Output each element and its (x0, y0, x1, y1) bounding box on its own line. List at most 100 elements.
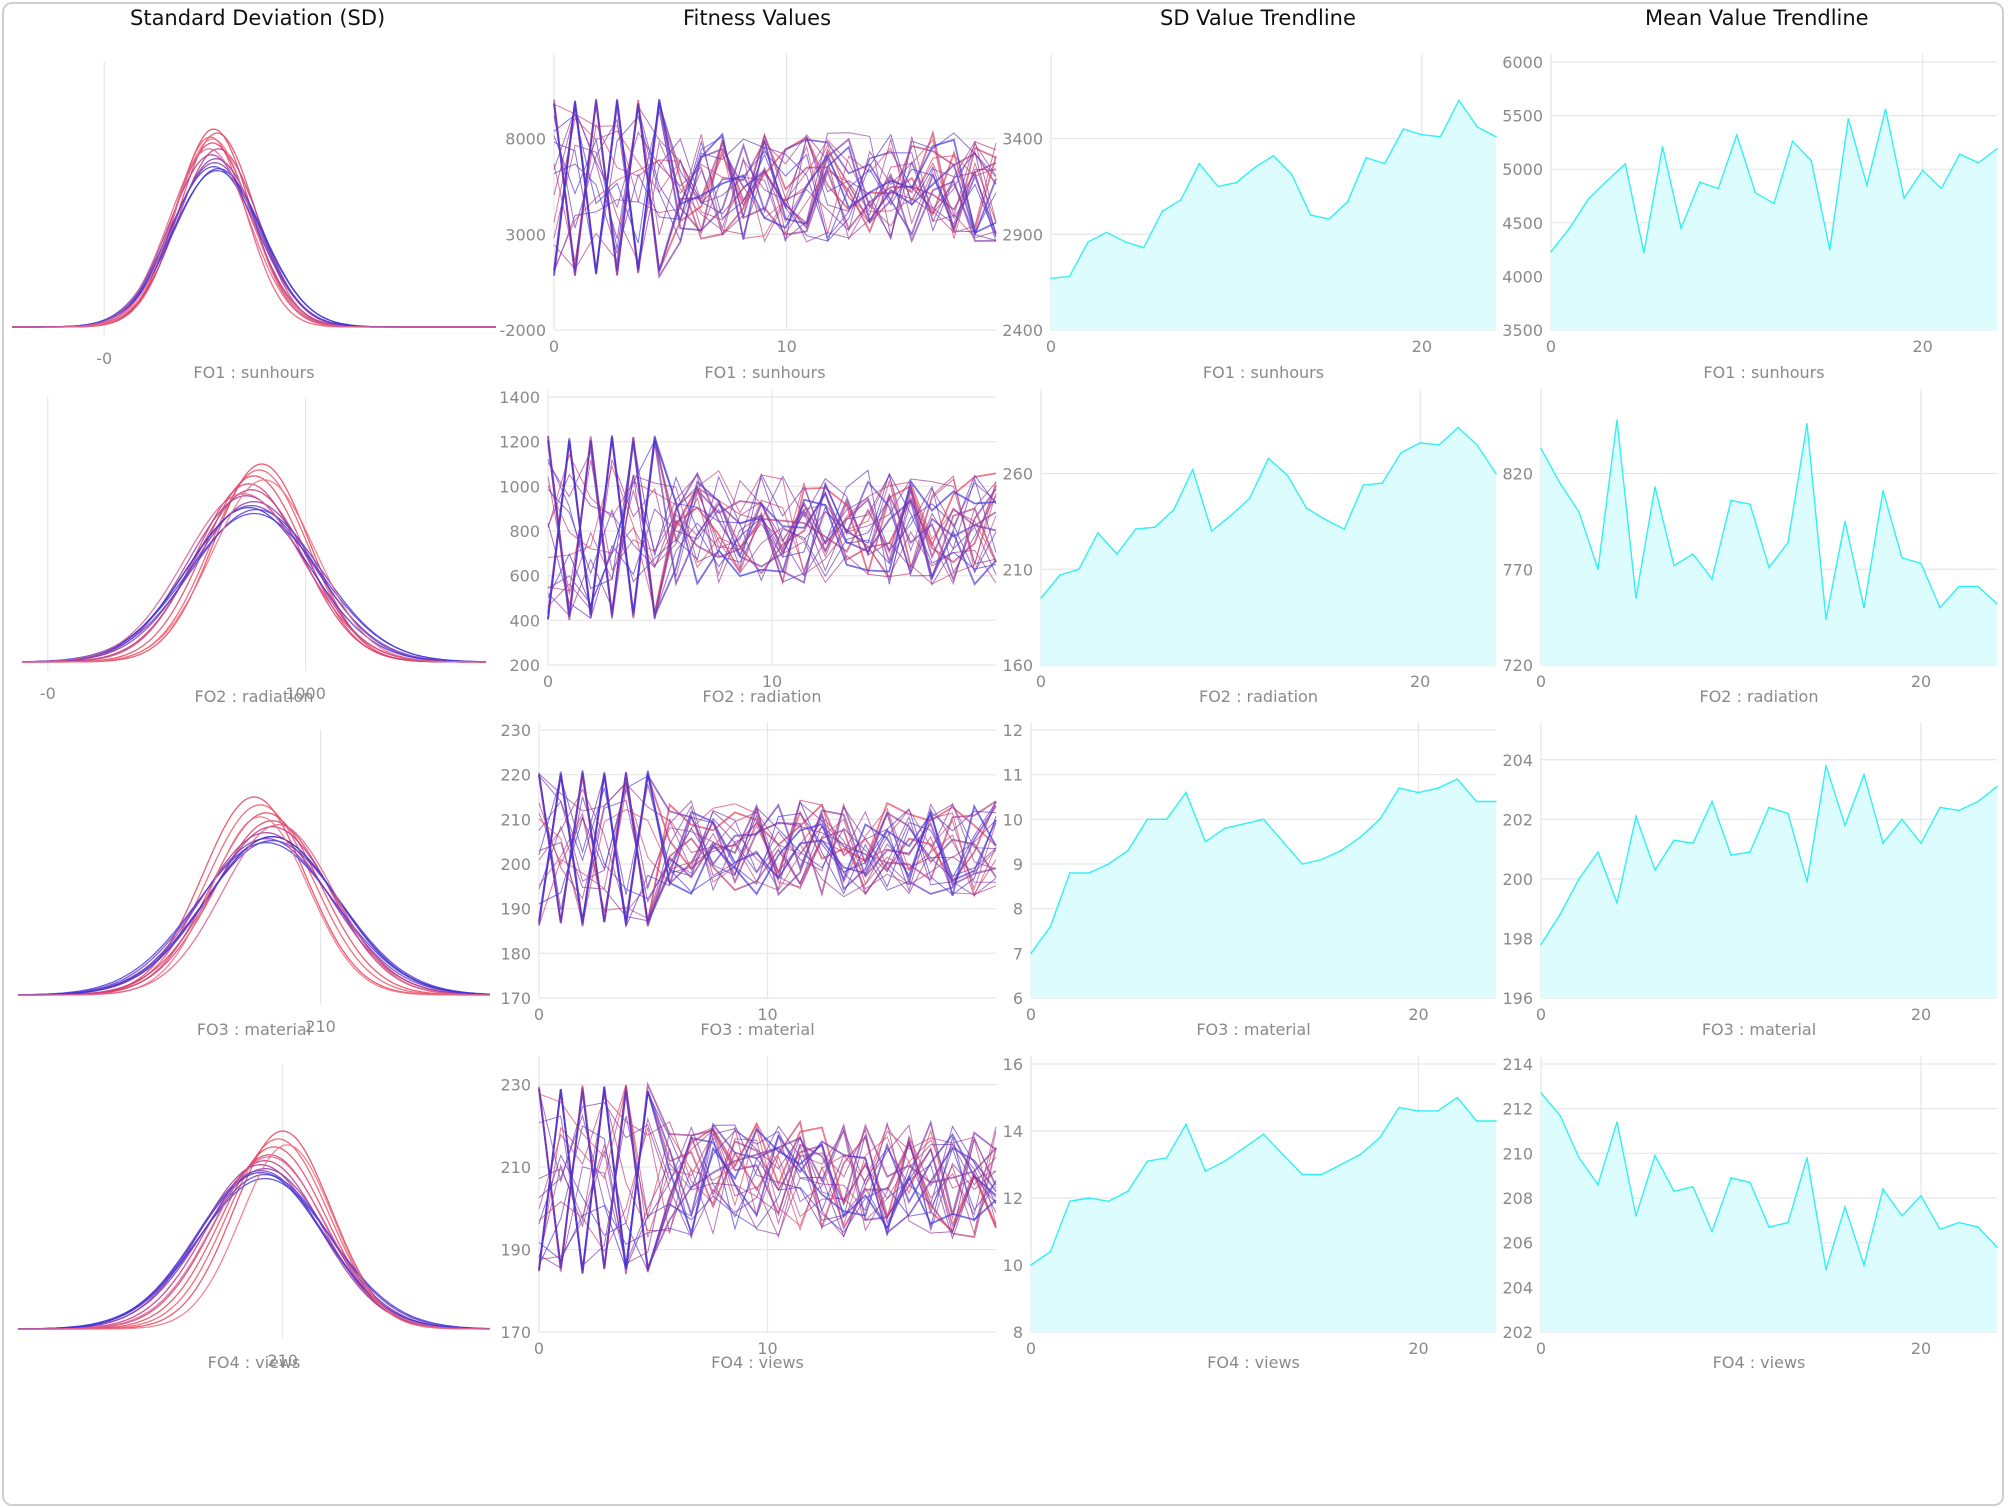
fitness-series-line (538, 1124, 997, 1269)
sd-curve (22, 475, 486, 663)
x-tick-label: -0 (40, 684, 56, 703)
sd-curve (22, 512, 486, 663)
trend-point (1578, 1157, 1580, 1159)
y-tick-label: 210 (500, 810, 531, 829)
trend-point (1161, 210, 1164, 213)
chart-label: FO4 : views (1207, 1353, 1300, 1372)
x-tick-label: 20 (1410, 672, 1430, 691)
trend-point (1958, 1221, 1960, 1224)
sd-curve (18, 1173, 491, 1330)
fitness-series-line (547, 474, 997, 583)
trend-point (1456, 778, 1459, 780)
chart-label: FO2 : radiation (703, 687, 822, 706)
trend-point (1736, 134, 1738, 136)
x-tick-label: 0 (534, 1339, 544, 1358)
x-tick-label: 0 (1036, 672, 1046, 691)
trend-point (1198, 162, 1201, 165)
trend-point (1540, 943, 1542, 946)
sd-curve (12, 169, 496, 328)
sd-curve (22, 483, 486, 663)
x-tick-label: 20 (1408, 1005, 1428, 1024)
y-tick-label: 3400 (1002, 130, 1043, 149)
trend-point (1635, 815, 1637, 818)
chart-label: FO3 : material (1196, 1020, 1310, 1039)
trend-point (1379, 818, 1381, 821)
trend-point (1050, 277, 1052, 280)
sd-curve (12, 167, 496, 328)
trend-point (1773, 202, 1775, 205)
trend-point (1977, 162, 1980, 164)
trend-point (1882, 490, 1884, 492)
fitness-series-line (538, 1122, 997, 1267)
sd-curve (18, 826, 490, 996)
chart-label: FO2 : radiation (1700, 687, 1819, 706)
chart-label: FO1 : sunhours (1703, 363, 1824, 382)
x-tick-label: 0 (534, 1005, 544, 1024)
fitness-series-line (553, 102, 997, 244)
trend-point (1921, 169, 1924, 172)
trend-point (1711, 800, 1713, 803)
trend-point (1791, 140, 1794, 143)
header-mean-trend: Mean Value Trendline (1645, 6, 1869, 30)
trend-point (1346, 200, 1349, 203)
trend-point (1402, 128, 1405, 130)
trend-point (1495, 135, 1497, 138)
x-tick-label: 10 (757, 1339, 777, 1358)
x-tick-label: -0 (96, 349, 112, 368)
sd-curve (18, 796, 490, 996)
trend-point (1146, 818, 1149, 821)
trend-point (1224, 1160, 1226, 1162)
trend-point (1438, 444, 1440, 446)
x-tick-label: 210 (267, 1351, 298, 1370)
trend-point (1939, 806, 1941, 809)
sd-curve (18, 1156, 490, 1330)
trend-point (1267, 457, 1270, 460)
x-tick-label: 10 (762, 672, 782, 691)
trend-point (1107, 1200, 1110, 1203)
y-tick-label: 10 (1003, 1256, 1023, 1275)
y-tick-label: -2000 (500, 321, 547, 340)
fitness-series-line (538, 1125, 997, 1273)
trend-point (1078, 568, 1080, 571)
x-tick-label: 20 (1412, 337, 1432, 356)
trend-point (1698, 181, 1701, 183)
trend-point (1597, 568, 1599, 571)
y-tick-label: 170 (500, 989, 531, 1008)
y-tick-label: 5000 (1502, 160, 1543, 179)
trend-point (1398, 1106, 1400, 1109)
sd-curve (22, 500, 486, 663)
y-tick-label: 4000 (1502, 267, 1543, 286)
trend-point (1673, 564, 1675, 567)
y-tick-label: 214 (1502, 1055, 1533, 1074)
y-tick-label: 2400 (1002, 321, 1043, 340)
y-tick-label: 212 (1502, 1100, 1533, 1119)
header-sd-trend: SD Value Trendline (1160, 6, 1356, 30)
trend-area (1551, 109, 1997, 330)
trend-point (1717, 187, 1720, 190)
trend-point (1806, 423, 1808, 425)
trend-point (1475, 1120, 1478, 1122)
y-tick-label: 230 (500, 721, 531, 740)
trend-point (1787, 541, 1789, 544)
trend-point (1540, 1092, 1542, 1094)
trend-point (1272, 155, 1275, 157)
sd-curve (12, 148, 496, 328)
trend-point (1343, 528, 1346, 530)
trend-point (1135, 528, 1137, 530)
trend-point (1730, 1177, 1732, 1179)
trend-point (1291, 174, 1293, 176)
trend-point (1365, 156, 1367, 159)
trend-point (1940, 187, 1943, 190)
chart-label: FO1 : sunhours (704, 363, 825, 382)
trend-point (1863, 773, 1865, 776)
trend-point (1417, 1110, 1420, 1112)
trend-point (1185, 791, 1187, 794)
trend-point (1088, 1197, 1090, 1199)
trend-point (1754, 192, 1757, 194)
y-tick-label: 200 (509, 656, 540, 675)
trend-point (1680, 227, 1682, 229)
trend-point (1146, 1160, 1149, 1162)
y-tick-label: 12 (1003, 1189, 1023, 1208)
sd-curve (18, 835, 491, 996)
trend-point (1624, 163, 1627, 165)
